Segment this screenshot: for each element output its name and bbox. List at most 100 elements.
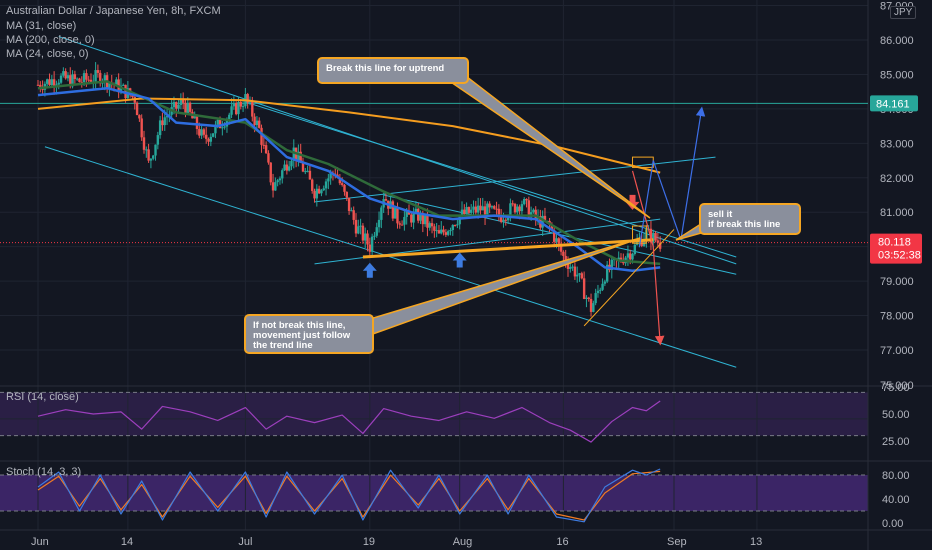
candle-body	[377, 219, 381, 228]
candle-body	[555, 238, 558, 242]
candle-body	[437, 230, 441, 234]
rsi-tick-label: 50.00	[882, 409, 910, 421]
stoch-legend: Stoch (14, 3, 3)	[6, 466, 82, 478]
candle-body	[368, 244, 372, 252]
candle-body	[610, 259, 613, 271]
bull-arrow	[638, 106, 706, 247]
candle-body	[384, 199, 388, 201]
callout-sell-box	[699, 203, 801, 235]
candle-body	[340, 183, 344, 185]
rsi-tick-label: 25.00	[882, 436, 910, 448]
candle-body	[103, 75, 107, 82]
candle-body	[576, 274, 579, 277]
candle-body	[419, 213, 422, 221]
candle-body	[179, 100, 183, 105]
candle-body	[603, 281, 607, 284]
candle-body	[513, 203, 517, 213]
candle-body	[391, 201, 395, 219]
candle-body	[258, 120, 261, 128]
candle-body	[50, 79, 54, 86]
candle-body	[138, 115, 141, 119]
stoch-tick-label: 40.00	[882, 494, 910, 506]
candle-body	[82, 73, 86, 83]
rsi-legend: RSI (14, close)	[6, 391, 79, 403]
ma200-legend: MA (200, close, 0)	[6, 34, 95, 46]
candle-body	[193, 115, 196, 119]
candle-body	[476, 205, 480, 213]
candle-body	[582, 278, 586, 299]
candle-body	[172, 102, 176, 108]
candle-body	[154, 144, 157, 156]
candle-body	[163, 117, 166, 126]
candle-body	[619, 257, 623, 262]
candle-body	[241, 106, 245, 108]
rsi-band	[0, 392, 868, 436]
candle-body	[290, 160, 293, 167]
candle-body	[99, 72, 102, 84]
time-label: 19	[363, 536, 375, 548]
candle-body	[509, 203, 512, 217]
candle-body	[504, 219, 507, 221]
candle-body	[221, 127, 224, 129]
price-tick-label: 77.000	[880, 345, 914, 357]
candle-body	[458, 215, 461, 225]
candle-body	[66, 75, 70, 79]
up-arrow-2	[452, 252, 467, 268]
candle-body	[287, 166, 291, 171]
candle-body	[380, 207, 383, 220]
candle-body	[135, 102, 139, 116]
price-tick-label: 83.000	[880, 138, 914, 150]
candle-body	[631, 253, 634, 260]
callout-not-break-text: the trend line	[253, 340, 313, 351]
candle-body	[62, 71, 65, 76]
candle-body	[313, 190, 316, 199]
candle-body	[532, 209, 535, 213]
candle-body	[281, 170, 284, 179]
candle-body	[573, 266, 577, 277]
candle-body	[317, 188, 321, 194]
candle-body	[596, 290, 600, 294]
candle-body	[184, 102, 187, 114]
candle-body	[246, 94, 249, 103]
stoch-k-line	[37, 468, 661, 523]
callout-break-uptrend-box	[317, 57, 469, 84]
candle-body	[354, 219, 358, 234]
candle-body	[446, 231, 450, 235]
time-label: Jun	[31, 536, 49, 548]
candle-body	[195, 115, 199, 129]
candle-body	[115, 79, 118, 85]
candle-body	[223, 126, 226, 128]
candle-body	[232, 103, 236, 107]
candle-body	[149, 158, 153, 161]
candle-body	[297, 151, 300, 160]
candle-body	[237, 101, 240, 115]
candle-body	[518, 206, 521, 212]
candle-body	[73, 74, 77, 79]
candle-body	[472, 206, 475, 210]
candle-body	[594, 293, 597, 304]
candle-body	[214, 124, 217, 134]
candle-body	[131, 95, 134, 98]
candle-body	[311, 179, 314, 191]
candle-body	[364, 233, 367, 241]
candle-body	[119, 85, 123, 93]
candle-body	[534, 209, 537, 219]
candle-body	[453, 225, 457, 227]
candle-body	[262, 144, 266, 146]
candle-body	[373, 235, 376, 237]
candle-body	[460, 209, 464, 216]
candle-body	[181, 100, 185, 103]
candle-body	[511, 203, 514, 205]
currency-badge[interactable]: JPY	[890, 6, 917, 19]
candle-body	[94, 70, 97, 82]
candle-body	[230, 106, 233, 115]
candle-body	[308, 170, 312, 180]
candle-body	[499, 215, 503, 222]
candle-body	[209, 136, 213, 142]
candle-body	[552, 230, 556, 242]
candle-body	[271, 182, 275, 191]
candle-body	[502, 219, 505, 222]
candle-body	[64, 71, 67, 79]
candle-body	[198, 128, 201, 136]
